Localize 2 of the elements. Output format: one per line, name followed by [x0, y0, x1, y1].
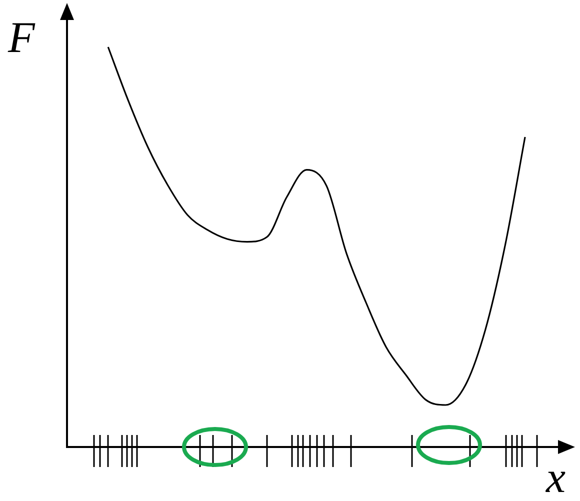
y-axis-title: F [7, 13, 36, 62]
x-axis-title: x [545, 453, 566, 501]
